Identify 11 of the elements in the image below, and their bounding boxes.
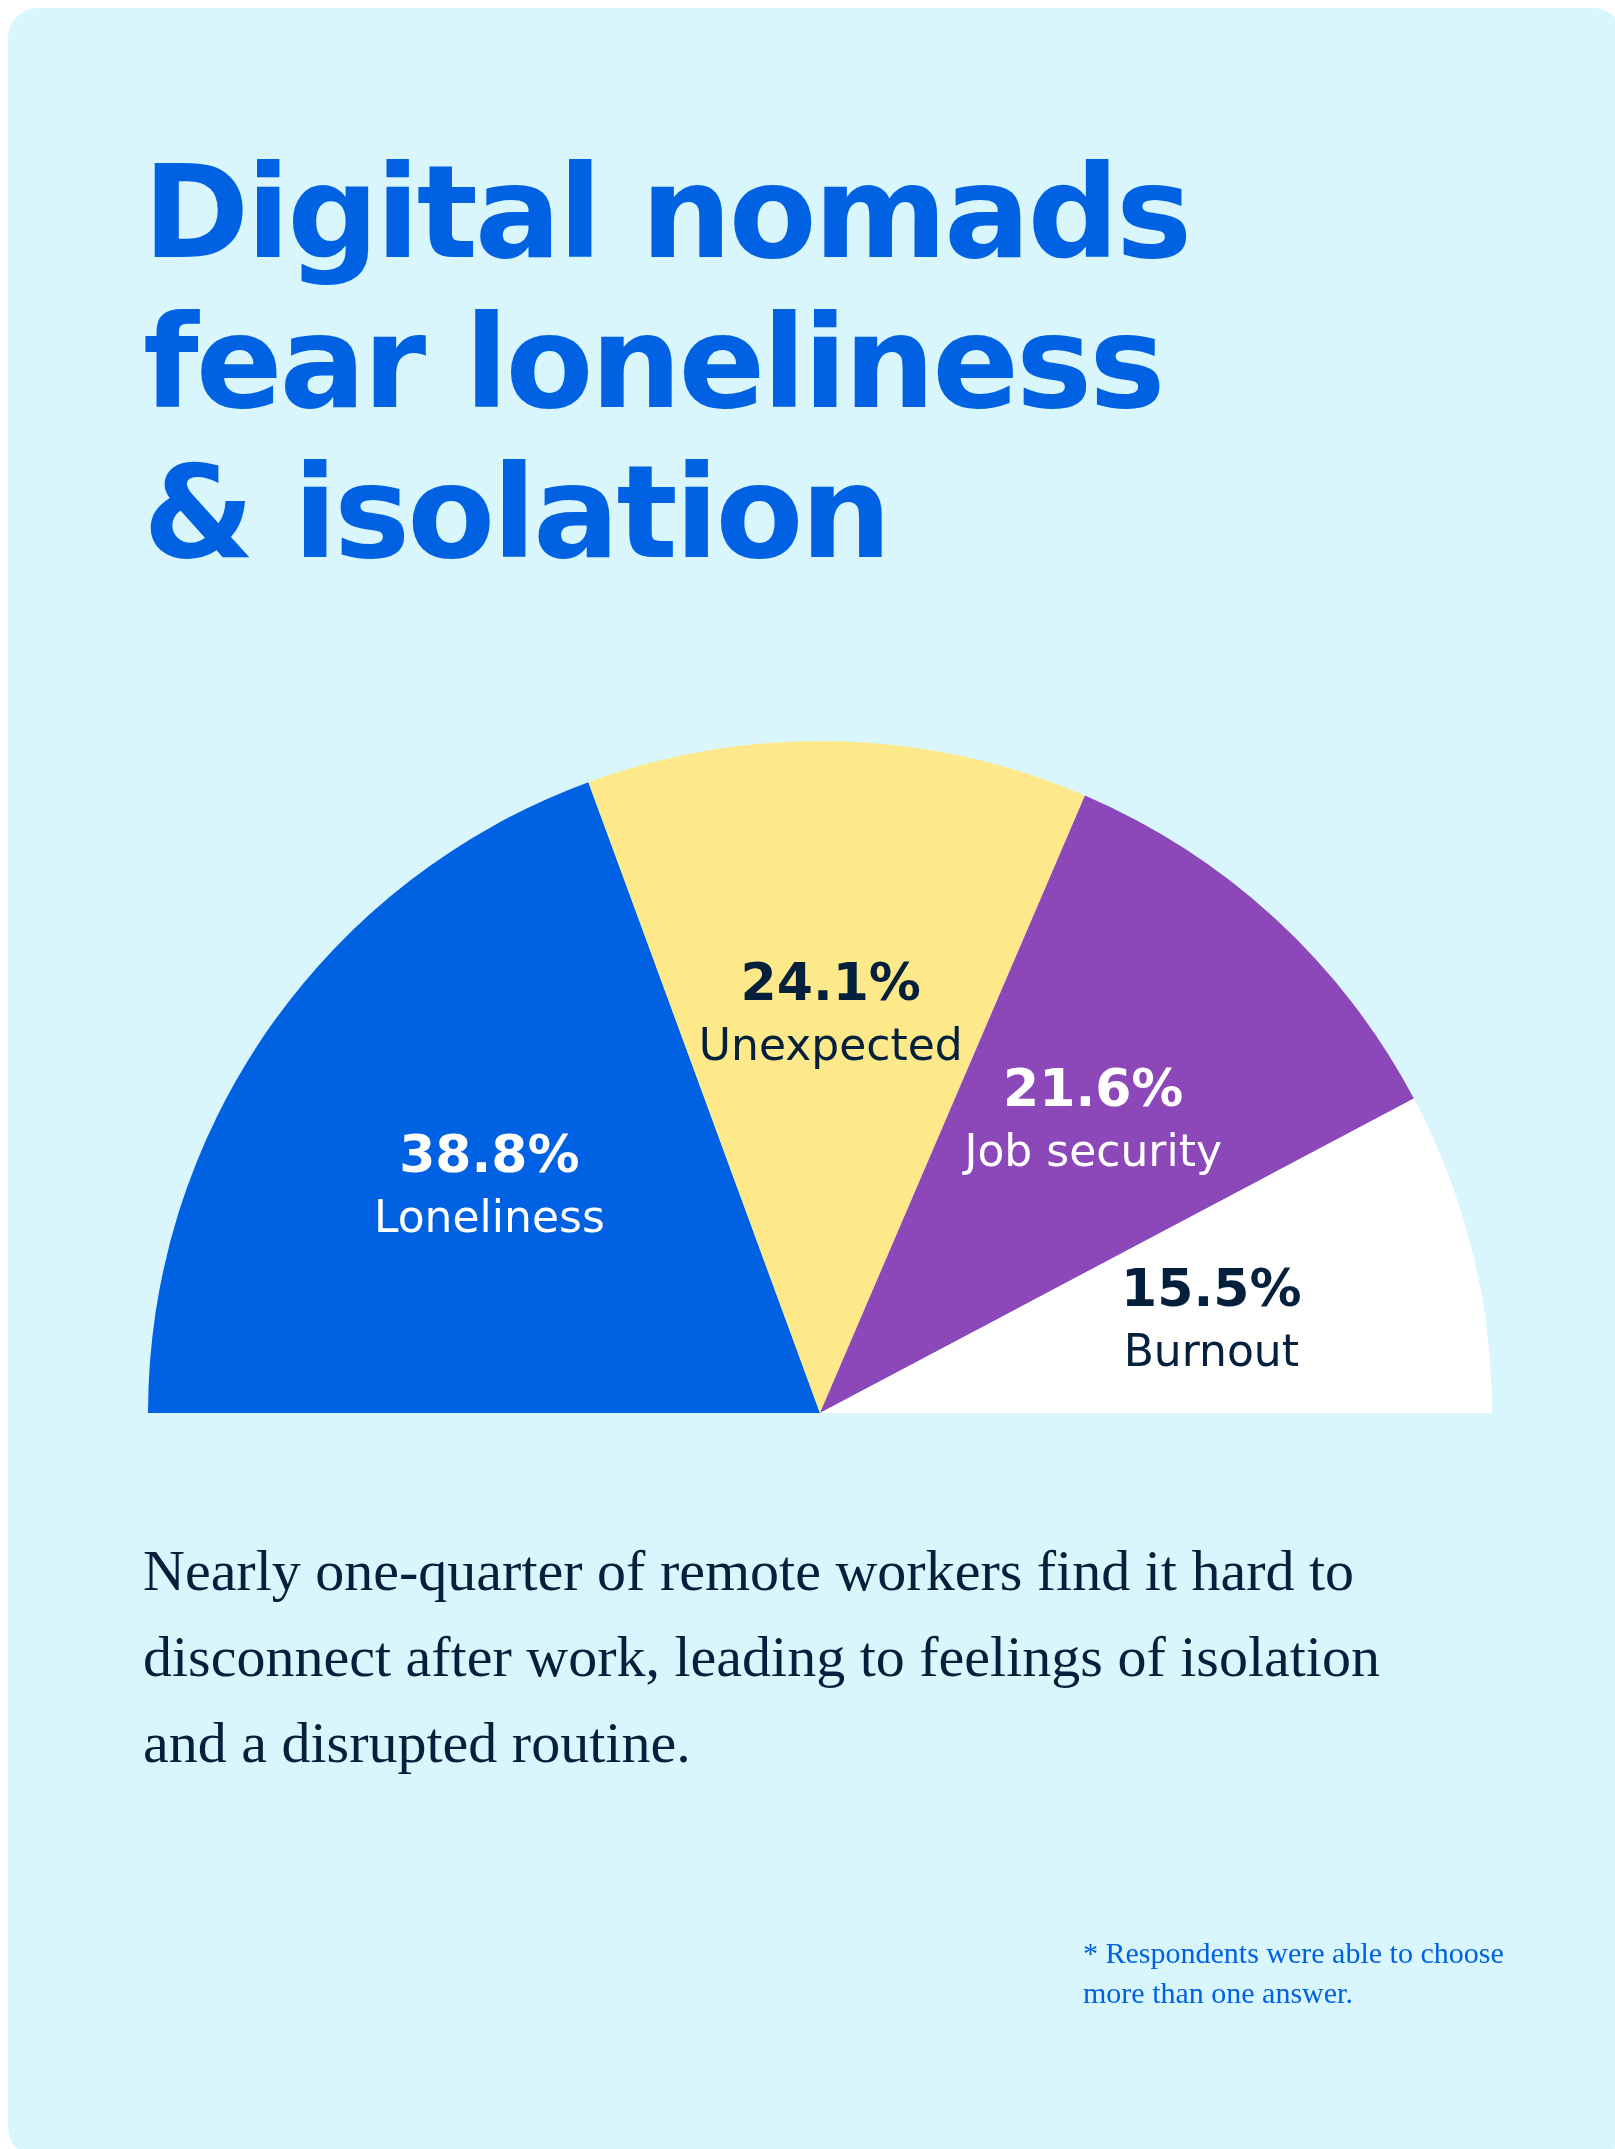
slice-label: Loneliness [373,1191,605,1243]
slice-label: Job security [961,1125,1222,1177]
text: Nearly one-quarter of remote workers find it hard to disconnect after work, leading to feelings of isolation and a disrupted routine. [143,1537,1381,1777]
chart-title: Digital nomads fear loneliness & isolation [143,138,1191,588]
data-label: 15.5% [1121,1257,1302,1318]
slice-label: Burnout [1123,1324,1299,1376]
text: * Respondents were able to choose more than one answer. [1083,1935,1505,2011]
data-label: 21.6% [1003,1058,1184,1119]
slice-label: Unexpected [698,1018,963,1070]
data-label: 24.1% [740,951,921,1012]
data-label: 38.8% [399,1124,580,1185]
